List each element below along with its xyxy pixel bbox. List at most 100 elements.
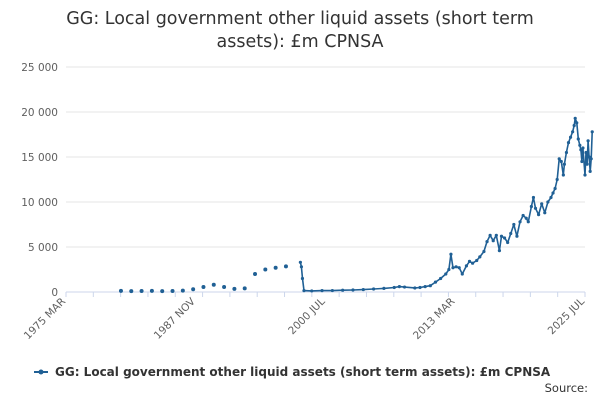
series-marker[interactable] [460, 272, 464, 276]
series-marker[interactable] [351, 288, 355, 292]
series-marker[interactable] [568, 135, 573, 139]
data-point[interactable] [222, 285, 227, 290]
data-point[interactable] [263, 267, 268, 272]
series-marker[interactable] [555, 177, 559, 182]
series-marker[interactable] [475, 258, 479, 263]
data-point[interactable] [232, 286, 237, 291]
series-marker[interactable] [485, 240, 489, 244]
series-marker[interactable] [449, 252, 453, 256]
series-marker[interactable] [518, 220, 522, 224]
data-point[interactable] [139, 289, 144, 294]
series-marker[interactable] [330, 288, 334, 293]
series-marker[interactable] [590, 130, 594, 134]
series-marker[interactable] [451, 266, 455, 270]
series-marker[interactable] [580, 159, 584, 164]
series-marker[interactable] [302, 289, 306, 293]
series-marker[interactable] [562, 162, 566, 166]
series-marker[interactable] [566, 141, 571, 145]
series-marker[interactable] [576, 137, 580, 141]
series-marker[interactable] [361, 287, 365, 292]
series-marker[interactable] [543, 211, 547, 215]
series-marker[interactable] [299, 265, 304, 269]
series-marker[interactable] [423, 285, 427, 289]
series-marker[interactable] [310, 289, 314, 293]
data-point[interactable] [180, 288, 185, 293]
series-marker[interactable] [589, 157, 593, 161]
series-marker[interactable] [557, 157, 561, 161]
series-marker[interactable] [533, 206, 538, 210]
series-marker[interactable] [526, 220, 530, 224]
series-marker[interactable] [559, 159, 563, 164]
series-marker[interactable] [586, 139, 590, 143]
series-marker[interactable] [585, 162, 589, 166]
series-marker[interactable] [428, 284, 432, 288]
series-marker[interactable] [502, 236, 507, 240]
series-marker[interactable] [546, 200, 550, 204]
series-marker[interactable] [488, 233, 492, 237]
series-marker[interactable] [447, 267, 451, 272]
series-marker[interactable] [540, 202, 544, 206]
series-marker[interactable] [464, 264, 469, 268]
series-marker[interactable] [482, 249, 486, 254]
series-marker[interactable] [467, 259, 472, 263]
series-marker[interactable] [300, 276, 305, 281]
series-marker[interactable] [494, 233, 498, 237]
series-marker[interactable] [478, 255, 482, 259]
data-point[interactable] [242, 286, 247, 291]
series-marker[interactable] [583, 173, 587, 177]
series-marker[interactable] [470, 261, 475, 265]
series-marker[interactable] [382, 286, 386, 290]
data-point[interactable] [253, 272, 258, 276]
data-point[interactable] [211, 282, 216, 287]
series-marker[interactable] [524, 216, 528, 220]
series-marker[interactable] [575, 121, 579, 125]
data-point[interactable] [170, 289, 175, 294]
series-marker[interactable] [439, 276, 443, 281]
series-marker[interactable] [529, 204, 533, 209]
series-marker[interactable] [457, 266, 461, 270]
series-marker[interactable] [491, 239, 495, 243]
series-marker[interactable] [572, 123, 576, 128]
series-marker[interactable] [509, 231, 513, 236]
series-marker[interactable] [341, 288, 345, 292]
series-marker[interactable] [578, 143, 582, 147]
series-marker[interactable] [497, 249, 502, 253]
data-point[interactable] [118, 288, 123, 293]
series-marker[interactable] [549, 195, 553, 200]
series-marker[interactable] [444, 272, 448, 276]
series-marker[interactable] [579, 148, 583, 152]
series-marker[interactable] [402, 285, 407, 289]
series-marker[interactable] [564, 150, 569, 155]
series-marker[interactable] [512, 222, 516, 227]
series-marker[interactable] [397, 285, 401, 289]
series-marker[interactable] [553, 186, 557, 191]
series-marker[interactable] [506, 240, 510, 245]
series-marker[interactable] [372, 287, 376, 291]
data-point[interactable] [129, 289, 134, 294]
series-marker[interactable] [571, 130, 575, 134]
data-point[interactable] [273, 265, 278, 270]
series-marker[interactable] [413, 286, 417, 290]
series-marker[interactable] [418, 285, 422, 290]
legend[interactable]: GG: Local government other liquid assets… [34, 365, 551, 379]
series-marker[interactable] [561, 173, 565, 177]
data-point[interactable] [283, 264, 288, 269]
series-marker[interactable] [320, 289, 324, 293]
series-marker[interactable] [581, 146, 585, 150]
series-marker[interactable] [515, 234, 519, 238]
series-marker[interactable] [551, 191, 555, 195]
series-marker[interactable] [392, 285, 396, 290]
series-marker[interactable] [298, 260, 302, 264]
series-marker[interactable] [531, 195, 536, 200]
series-marker[interactable] [573, 116, 577, 120]
data-point[interactable] [149, 288, 154, 293]
series-marker[interactable] [433, 280, 438, 284]
series-marker[interactable] [588, 169, 592, 173]
data-point[interactable] [201, 285, 206, 290]
data-point[interactable] [191, 287, 196, 292]
data-point[interactable] [160, 289, 165, 294]
series-marker[interactable] [454, 265, 458, 269]
series-marker[interactable] [587, 155, 591, 159]
series-marker[interactable] [536, 213, 541, 217]
series-marker[interactable] [499, 234, 504, 238]
